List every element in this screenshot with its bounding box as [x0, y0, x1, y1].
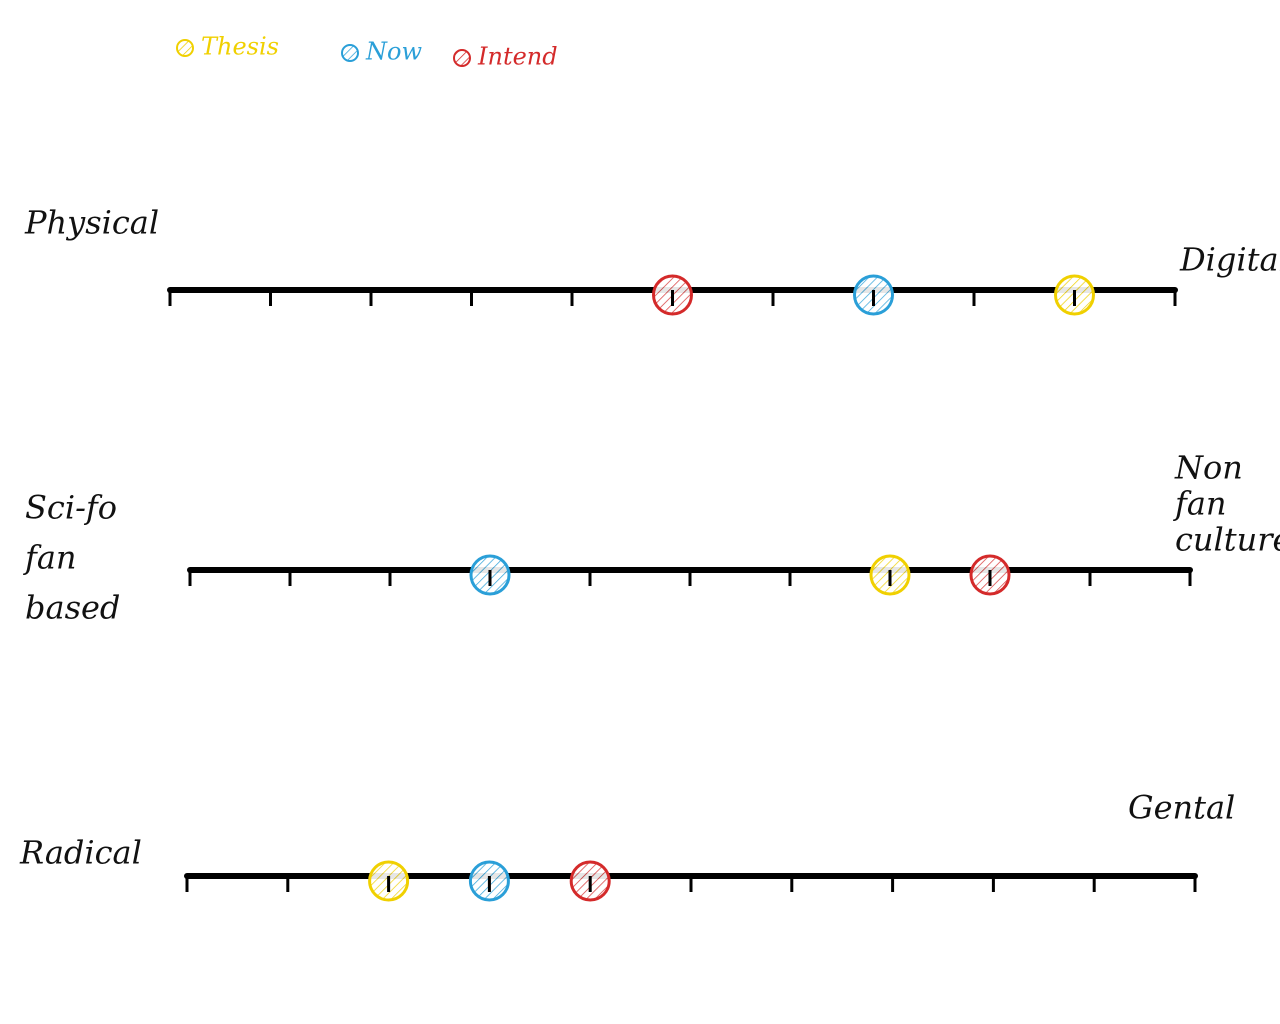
right-label: culture: [1175, 521, 1280, 559]
left-label: Radical: [19, 834, 142, 872]
left-label: fan: [23, 539, 77, 577]
legend-swatch: [341, 44, 359, 62]
legend-label: Now: [365, 38, 422, 66]
right-label: fan: [1173, 485, 1227, 523]
legend-swatch: [176, 39, 194, 57]
left-label: Sci-fo: [25, 489, 117, 527]
legend-label: Thesis: [201, 33, 279, 61]
right-label: Gental: [1128, 789, 1235, 827]
right-label: Non: [1174, 449, 1243, 487]
legend-label: Intend: [477, 43, 558, 71]
legend-swatch: [453, 49, 471, 67]
left-label: Physical: [24, 204, 159, 242]
right-label: Digital: [1179, 241, 1280, 279]
left-label: based: [25, 589, 120, 627]
